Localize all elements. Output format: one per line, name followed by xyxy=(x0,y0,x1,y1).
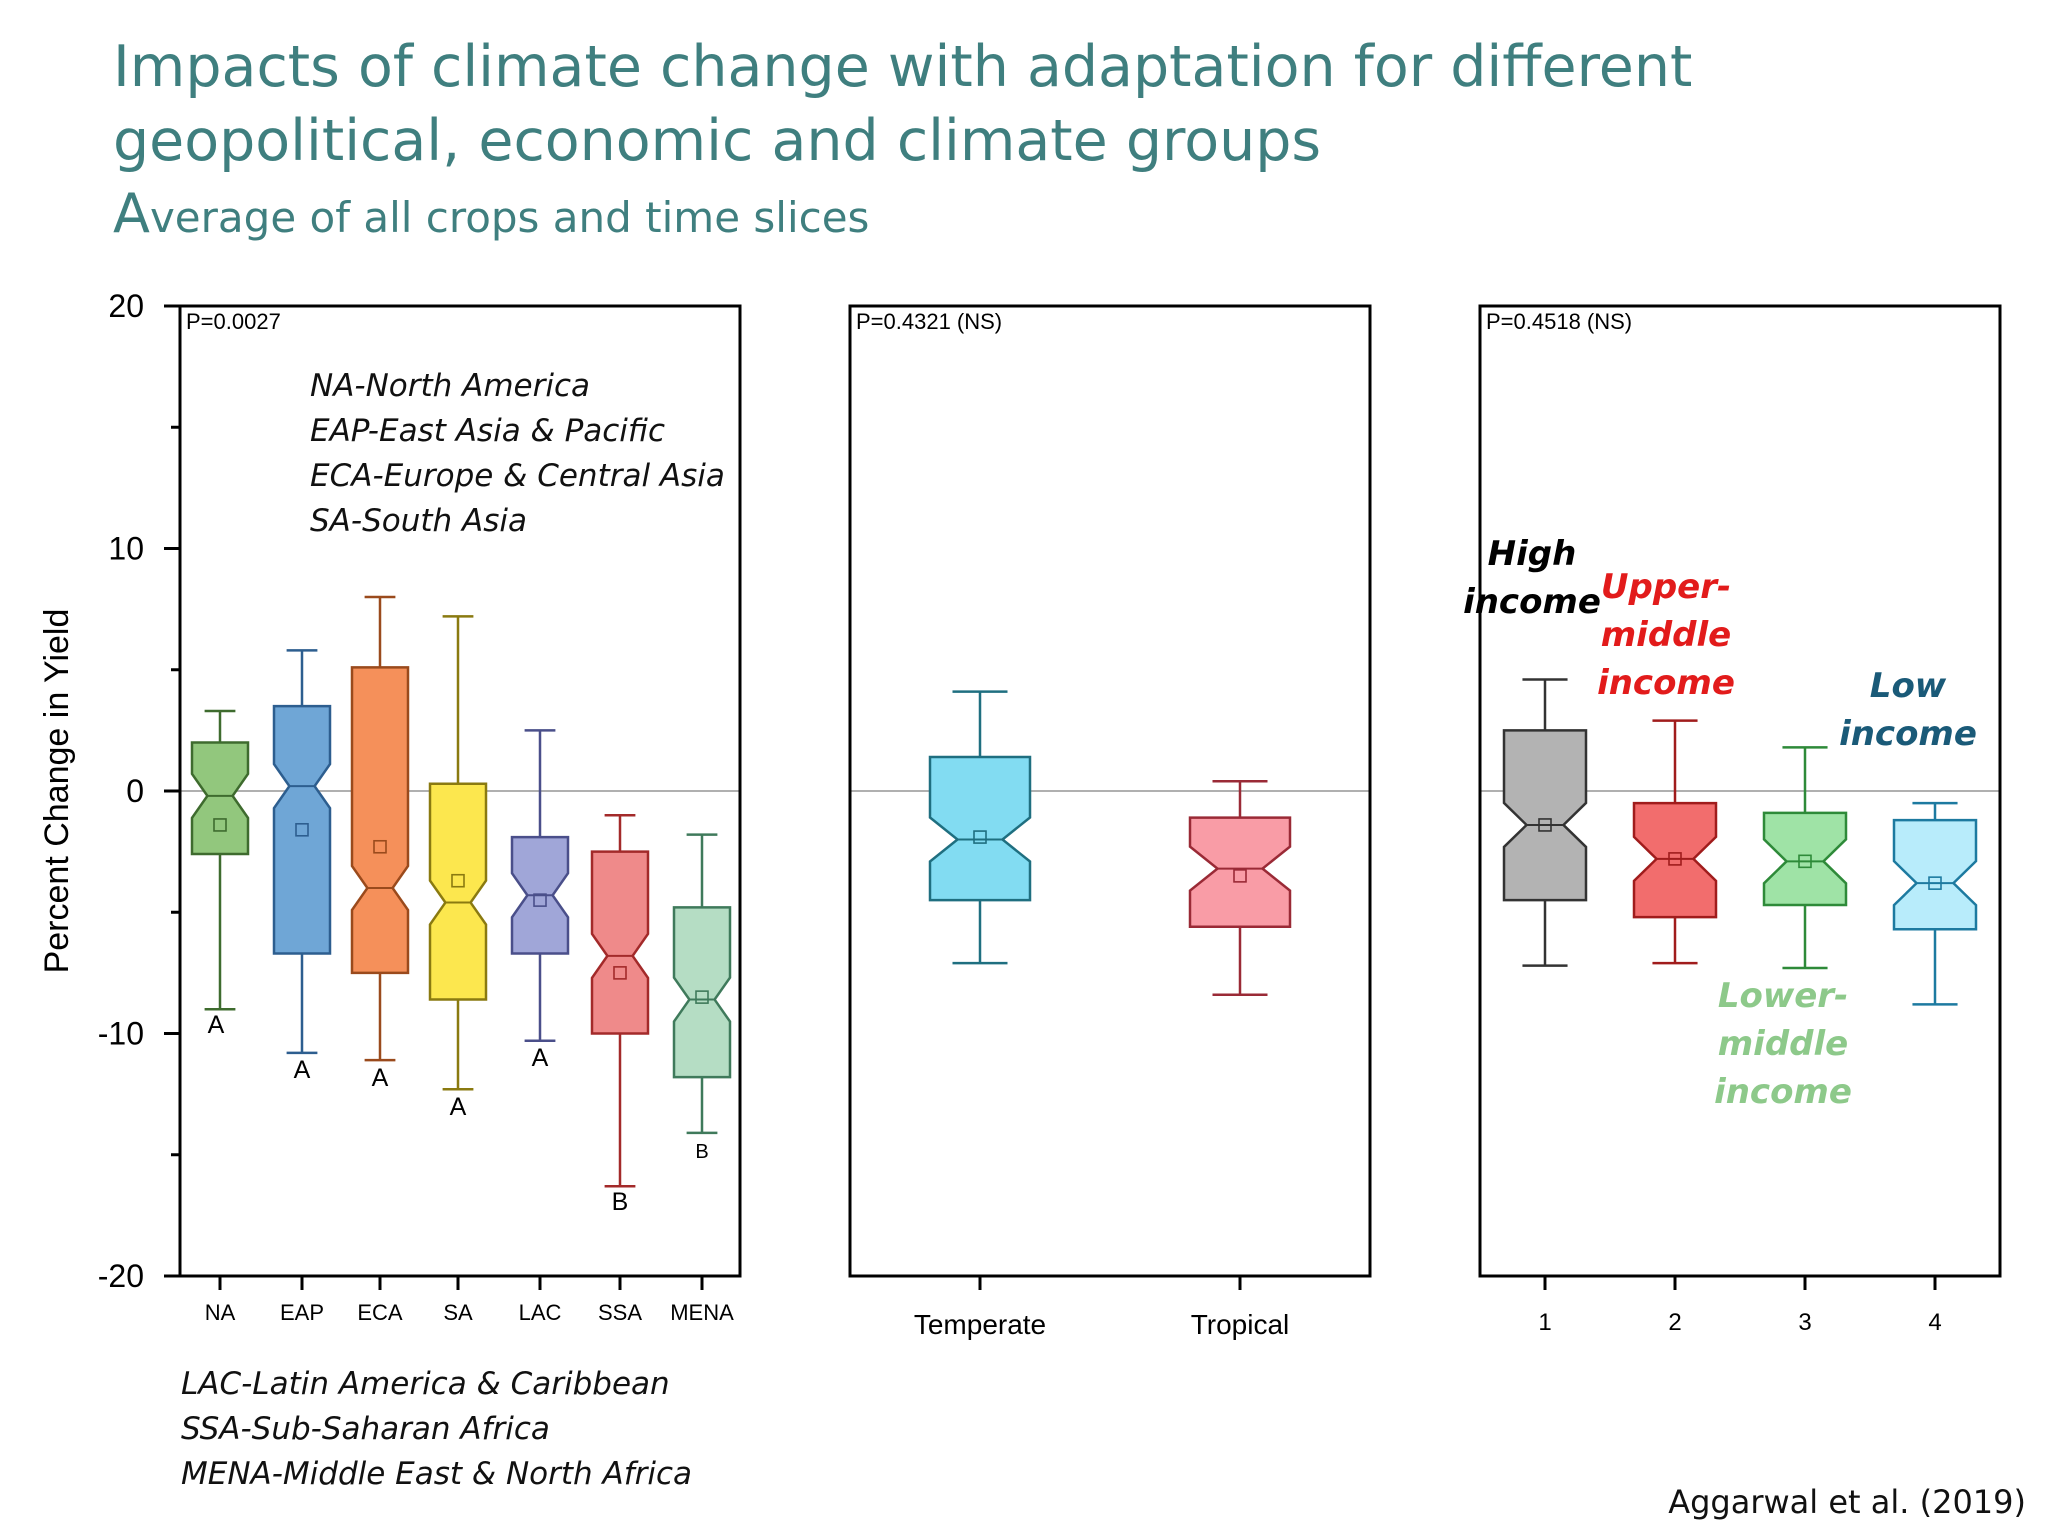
box-ssa xyxy=(590,850,650,1035)
region-legend-item: MENA-Middle East & North Africa xyxy=(181,1456,693,1492)
mean-marker xyxy=(1798,854,1812,869)
income-annotation: Upper- xyxy=(1601,567,1731,607)
panel-frame xyxy=(1478,304,2002,1278)
income-annotation: Low xyxy=(1870,666,1947,706)
subtitle-first-letter: A xyxy=(113,182,150,245)
x-tick-label: 1 xyxy=(1538,1309,1551,1336)
income-annotation: Lower- xyxy=(1718,976,1848,1016)
mean-marker xyxy=(213,818,227,832)
slide-title-line1: Impacts of climate change with adaptatio… xyxy=(113,34,1693,100)
mean-marker xyxy=(1668,852,1682,866)
region-legend-item: LAC-Latin America & Caribbean xyxy=(181,1366,670,1402)
slide-title: Impacts of climate change with adaptatio… xyxy=(113,30,1692,178)
p-value-label: P=0.4321 (NS) xyxy=(856,309,1002,334)
x-tick-label: LAC xyxy=(519,1300,562,1325)
box-eap xyxy=(272,704,332,955)
income-annotation: middle xyxy=(1718,1024,1848,1064)
group-letter: A xyxy=(372,1064,389,1092)
x-tick-label: EAP xyxy=(280,1300,324,1325)
box-2 xyxy=(1632,801,1718,919)
mean-marker xyxy=(1233,869,1247,883)
mean-marker xyxy=(451,873,465,888)
box-1 xyxy=(1502,729,1588,902)
region-legend-item: NA-North America xyxy=(310,368,591,404)
panel-frame xyxy=(178,304,742,1278)
group-letter: A xyxy=(294,1056,311,1084)
income-annotation: income xyxy=(1597,663,1735,703)
group-letter: B xyxy=(695,1141,708,1163)
citation: Aggarwal et al. (2019) xyxy=(1668,1483,2026,1521)
box-na xyxy=(190,741,250,856)
group-letter: B xyxy=(612,1188,629,1216)
region-legend-top: NA-North America EAP-East Asia & Pacific… xyxy=(310,364,725,544)
box-4 xyxy=(1892,818,1978,931)
x-tick-label: NA xyxy=(205,1300,236,1325)
region-legend-item: EAP-East Asia & Pacific xyxy=(310,413,665,449)
x-tick-label: 3 xyxy=(1798,1309,1811,1336)
mean-marker xyxy=(695,990,709,1004)
group-letter: A xyxy=(450,1093,467,1121)
box-tropical xyxy=(1188,816,1292,929)
group-letter: A xyxy=(532,1044,549,1072)
mean-marker xyxy=(1538,818,1552,832)
x-tick-label: SA xyxy=(443,1300,473,1325)
region-legend-item: ECA-Europe & Central Asia xyxy=(310,458,725,494)
y-tick-label: -10 xyxy=(98,1016,144,1052)
p-value-label: P=0.4518 (NS) xyxy=(1486,309,1632,334)
region-legend-item: SSA-Sub-Saharan Africa xyxy=(181,1411,550,1447)
mean-marker xyxy=(613,966,627,980)
income-annotation: High xyxy=(1488,534,1577,574)
box-eca xyxy=(350,666,410,975)
slide-subtitle: Average of all crops and time slices xyxy=(113,182,869,245)
mean-marker xyxy=(973,830,987,844)
x-tick-label: SSA xyxy=(598,1300,642,1325)
region-legend-item: SA-South Asia xyxy=(310,503,527,539)
income-annotation: income xyxy=(1463,582,1601,622)
mean-marker xyxy=(1928,876,1942,890)
group-letter: A xyxy=(208,1011,225,1039)
mean-marker xyxy=(295,822,309,837)
panel-frame xyxy=(848,304,1372,1278)
x-tick-label: 4 xyxy=(1928,1309,1941,1336)
mean-marker xyxy=(533,893,547,907)
y-tick-label: 20 xyxy=(108,288,144,324)
y-tick-label: -20 xyxy=(98,1258,144,1294)
subtitle-rest: verage of all crops and time slices xyxy=(149,193,870,242)
p-value-label: P=0.0027 xyxy=(186,309,281,334)
x-tick-label: Tropical xyxy=(1191,1309,1290,1340)
x-tick-label: MENA xyxy=(670,1300,734,1325)
x-tick-label: ECA xyxy=(357,1300,403,1325)
slide-title-line2: geopolitical, economic and climate group… xyxy=(113,108,1322,174)
income-annotation: middle xyxy=(1601,615,1731,655)
y-tick-label: 10 xyxy=(108,531,144,567)
y-axis-label: Percent Change in Yield xyxy=(38,609,76,974)
x-tick-label: 2 xyxy=(1668,1309,1681,1336)
box-temperate xyxy=(928,755,1032,902)
box-sa xyxy=(428,782,488,1001)
region-legend-bottom: LAC-Latin America & Caribbean SSA-Sub-Sa… xyxy=(181,1362,692,1497)
box-mena xyxy=(672,906,732,1079)
mean-marker xyxy=(373,839,387,854)
y-tick-label: 0 xyxy=(126,773,144,809)
x-tick-label: Temperate xyxy=(914,1309,1046,1340)
income-annotation: income xyxy=(1714,1072,1852,1112)
box-3 xyxy=(1762,811,1848,907)
income-annotation: income xyxy=(1839,714,1977,754)
